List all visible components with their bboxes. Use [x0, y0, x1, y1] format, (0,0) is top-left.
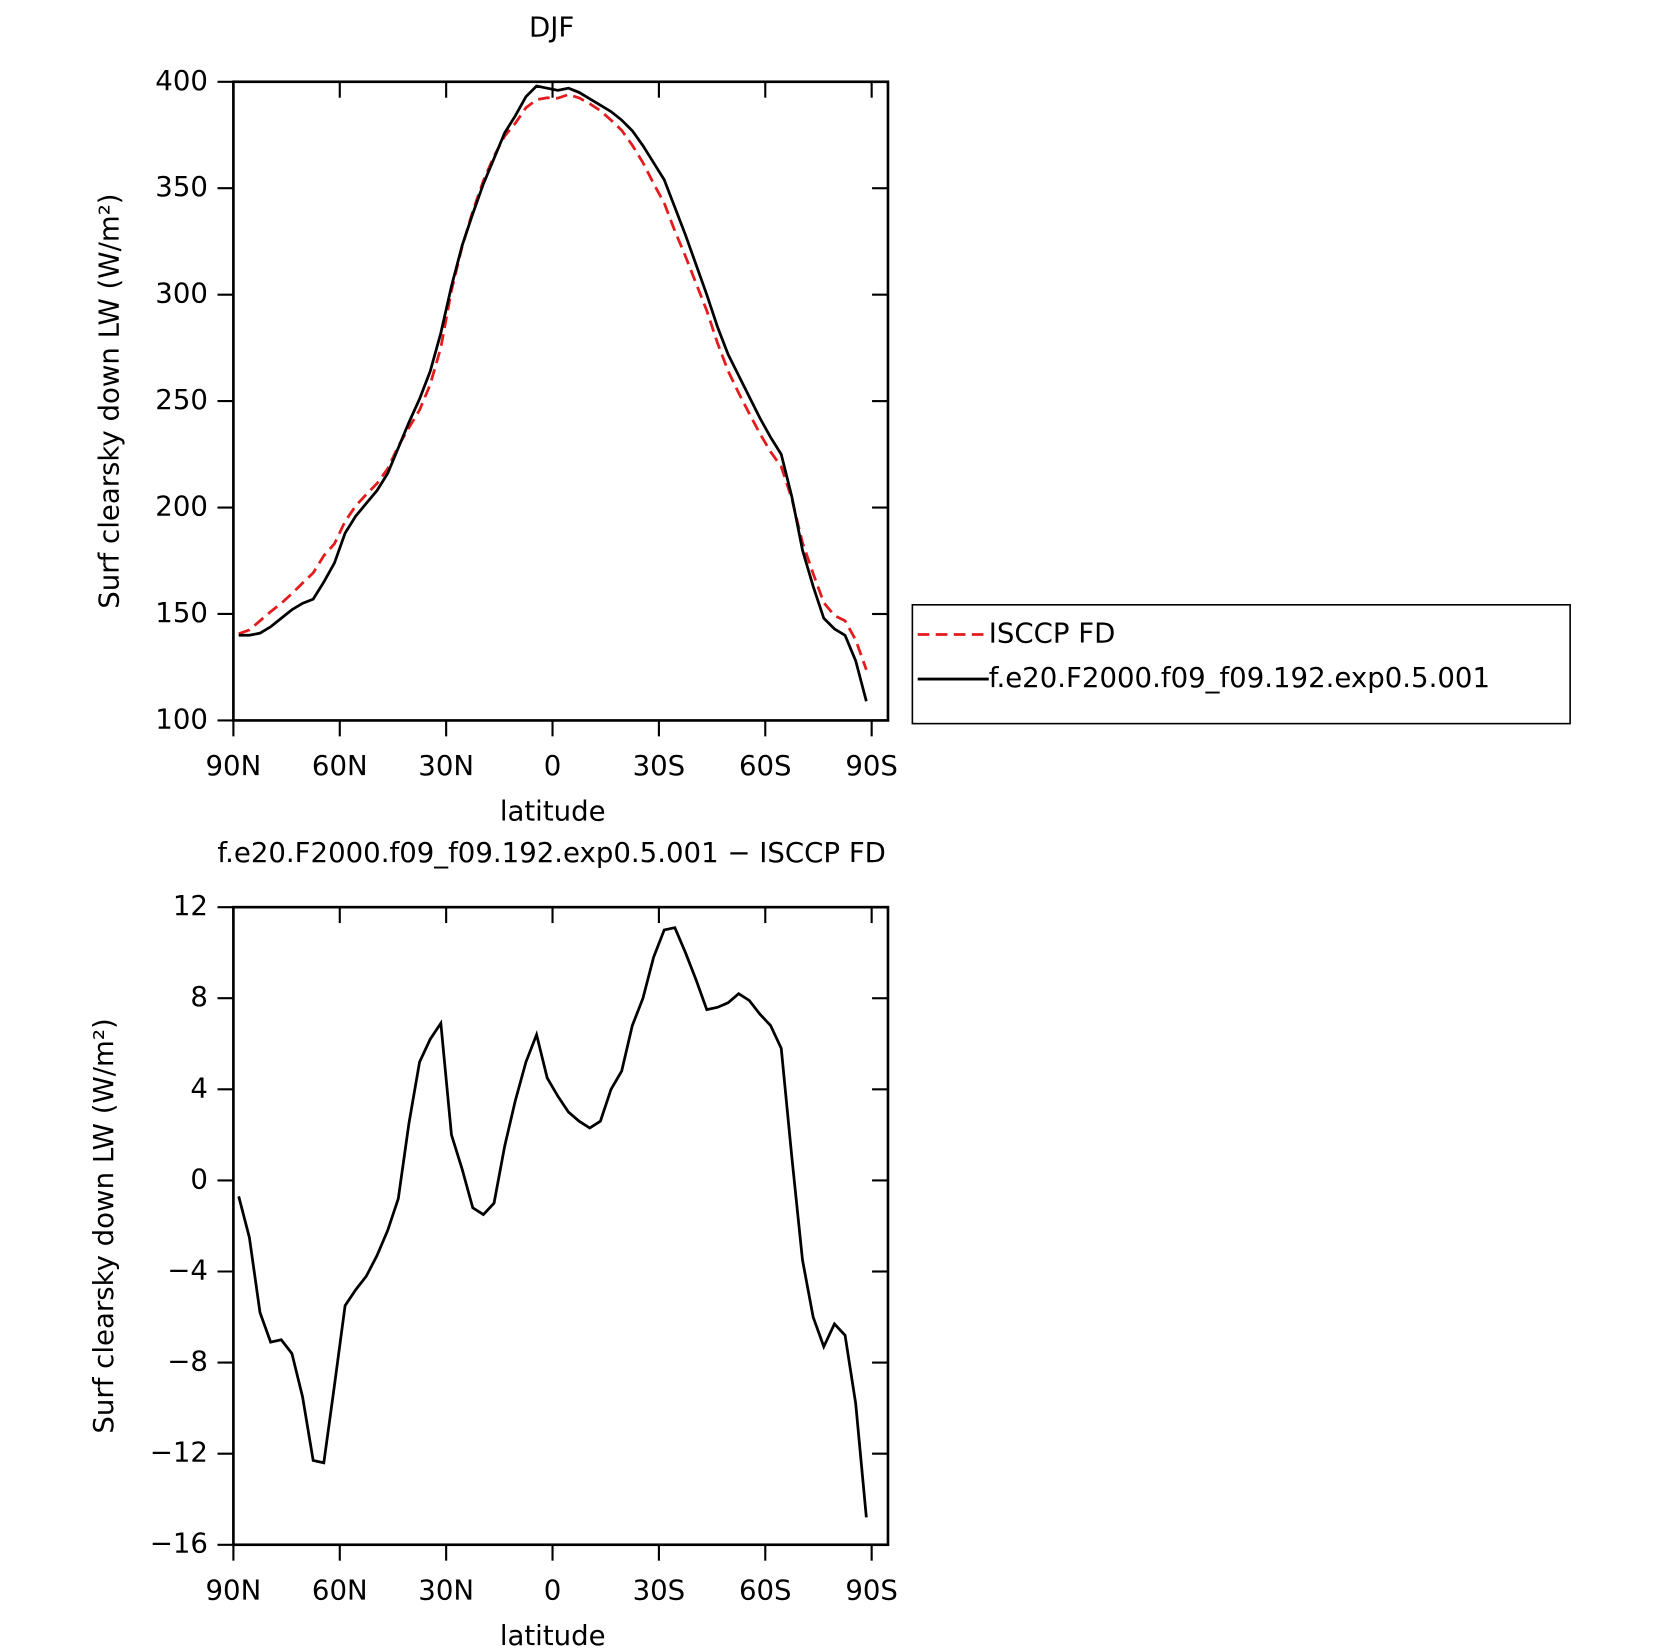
plot-frame — [232, 80, 890, 722]
x-tick-label: 0 — [544, 749, 562, 782]
x-tick-label: 60N — [312, 749, 368, 782]
y-tick-label: 200 — [155, 490, 208, 523]
data-line — [238, 84, 868, 702]
x-axis-label: latitude — [500, 1619, 606, 1652]
x-tick-label: 30S — [633, 749, 686, 782]
data-line — [237, 926, 868, 1518]
x-axis-label: latitude — [500, 795, 606, 828]
y-tick-label: 150 — [155, 596, 208, 629]
y-tick-label: 12 — [173, 889, 208, 922]
y-tick-label: 8 — [190, 980, 208, 1013]
y-tick-label: 350 — [155, 170, 208, 203]
y-tick-label: −16 — [150, 1527, 208, 1560]
x-tick-label: 60N — [312, 1573, 368, 1606]
legend-box — [911, 604, 1571, 725]
y-tick-label: 0 — [190, 1162, 208, 1195]
legend-label: f.e20.F2000.f09_f09.192.exp0.5.001 — [989, 661, 1490, 694]
y-tick-label: −8 — [167, 1345, 208, 1378]
x-tick-label: 90S — [845, 1573, 898, 1606]
chart-title: DJF — [529, 11, 574, 44]
x-tick-label: 90N — [206, 1573, 262, 1606]
y-tick-label: 400 — [155, 64, 208, 97]
x-tick-label: 0 — [544, 1573, 562, 1606]
x-tick-label: 60S — [739, 749, 792, 782]
x-tick-label: 90N — [206, 749, 262, 782]
chart-title: f.e20.F2000.f09_f09.192.exp0.5.001 − ISC… — [217, 836, 886, 869]
y-tick-label: 300 — [155, 277, 208, 310]
x-tick-label: 60S — [739, 1573, 792, 1606]
y-tick-label: 4 — [190, 1071, 208, 1104]
data-line — [238, 93, 868, 671]
y-tick-label: −12 — [150, 1436, 208, 1469]
y-tick-label: 250 — [155, 383, 208, 416]
x-tick-label: 30S — [633, 1573, 686, 1606]
y-axis-label: Surf clearsky down LW (W/m²) — [87, 1018, 120, 1433]
y-axis-label: Surf clearsky down LW (W/m²) — [92, 193, 125, 608]
y-tick-label: −4 — [167, 1254, 208, 1287]
legend-label: ISCCP FD — [989, 617, 1116, 650]
y-tick-label: 100 — [155, 702, 208, 735]
x-tick-label: 90S — [845, 749, 898, 782]
x-tick-label: 30N — [418, 749, 474, 782]
plot-frame — [232, 905, 890, 1547]
x-tick-label: 30N — [418, 1573, 474, 1606]
